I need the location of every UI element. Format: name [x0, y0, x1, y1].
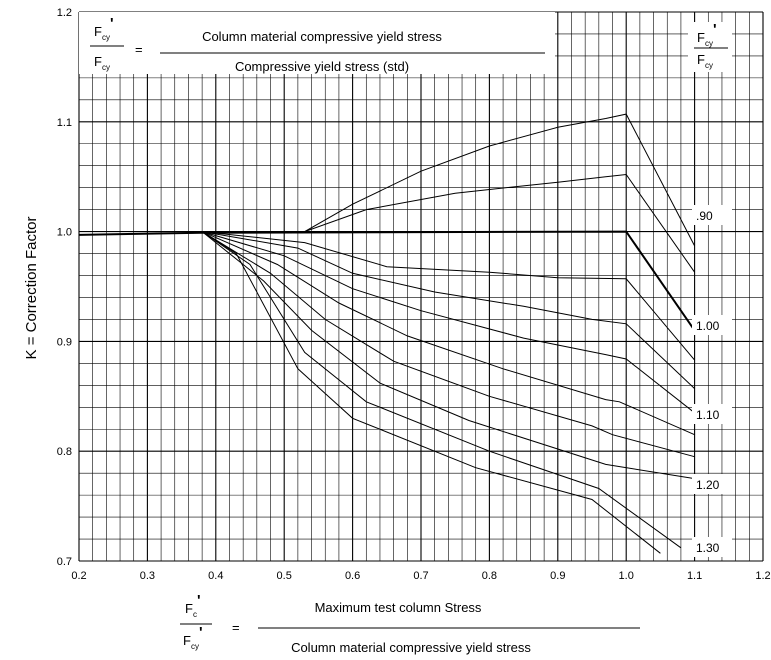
series-line: [202, 231, 695, 389]
x-tick-label: 0.3: [140, 570, 155, 582]
curve-label-090: .90: [696, 209, 713, 223]
top-formula-den-symbol: Fcy: [94, 54, 110, 72]
y-tick-label: 0.9: [57, 336, 72, 348]
major-grid: [78, 11, 764, 562]
series-line: [201, 231, 682, 549]
top-formula-num-symbol: Fcy': [94, 15, 114, 42]
curve-label-bg-130: [692, 537, 732, 557]
curve-label-bg-100: [692, 315, 732, 335]
legend-header-den: Fcy: [697, 52, 713, 70]
bottom-formula-num-symbol: Fc': [185, 592, 201, 619]
series-line: [202, 231, 695, 361]
top-formula-numerator: Column material compressive yield stress: [202, 29, 442, 44]
series-line: [78, 113, 696, 247]
x-tick-label: 0.5: [277, 570, 292, 582]
legend-header-num: Fcy': [697, 21, 717, 48]
series-line: [78, 230, 696, 331]
top-formula-left-fraction: Fcy' Fcy: [90, 15, 124, 72]
x-tick-label: 0.4: [208, 570, 223, 582]
top-formula-background: [79, 12, 555, 74]
curves: [78, 113, 696, 554]
series-line: [201, 231, 695, 458]
x-tick-label: 0.6: [345, 570, 360, 582]
legend-header: Fcy' Fcy: [688, 21, 732, 72]
curve-label-130: 1.30: [696, 541, 720, 555]
top-formula-box: Fcy' Fcy = Column material compressive y…: [79, 12, 555, 74]
top-formula-denominator: Compressive yield stress (std): [235, 59, 409, 74]
series-line: [201, 231, 661, 554]
curve-labels: .90 1.00 1.10 1.20 1.30: [692, 205, 732, 557]
series-line: [201, 231, 695, 414]
x-axis-formula: Fc' Fcy' = Maximum test column Stress Co…: [180, 592, 640, 655]
y-tick-label: 1.2: [57, 7, 72, 19]
curve-label-bg-090: [692, 205, 732, 225]
bottom-formula-denominator: Column material compressive yield stress: [291, 640, 531, 655]
x-tick-labels: 0.2 0.3 0.4 0.5 0.6 0.7 0.8 0.9 1.0 1.1 1.2: [71, 570, 770, 582]
x-tick-label: 1.0: [619, 570, 634, 582]
top-formula-equals: =: [135, 42, 143, 57]
y-tick-label: 0.8: [57, 446, 72, 458]
x-tick-label: 1.2: [755, 570, 770, 582]
y-tick-label: 1.1: [57, 117, 72, 129]
bottom-formula-den-symbol: Fcy': [183, 624, 203, 651]
y-tick-label: 1.0: [57, 227, 72, 239]
x-tick-label: 0.7: [413, 570, 428, 582]
y-tick-label: 0.7: [57, 556, 72, 568]
x-tick-label: 0.8: [482, 570, 497, 582]
bottom-formula-numerator: Maximum test column Stress: [315, 600, 482, 615]
y-axis-label: K = Correction Factor: [23, 217, 40, 360]
series-line: [78, 173, 696, 273]
y-tick-labels: 0.7 0.8 0.9 1.0 1.1 1.2: [57, 7, 72, 568]
curve-label-110: 1.10: [696, 408, 720, 422]
x-tick-label: 1.1: [687, 570, 702, 582]
legend-header-background: [688, 22, 732, 72]
series-line: [201, 231, 695, 436]
series-line: [201, 231, 695, 480]
x-tick-label: 0.9: [550, 570, 565, 582]
curve-label-bg-120: [692, 474, 732, 494]
x-tick-label: 0.2: [71, 570, 86, 582]
curve-label-bg-110: [692, 404, 732, 424]
curve-label-100: 1.00: [696, 319, 720, 333]
bottom-formula-equals: =: [232, 620, 240, 635]
curve-label-120: 1.20: [696, 478, 720, 492]
